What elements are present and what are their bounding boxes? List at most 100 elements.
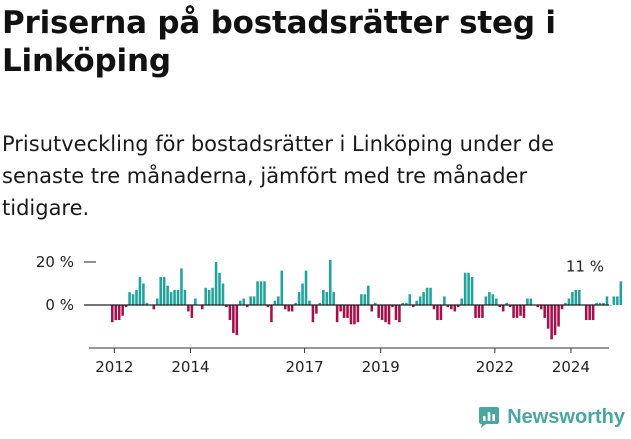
bar: [187, 305, 190, 312]
bar: [277, 296, 280, 305]
bar: [609, 305, 612, 306]
bar: [273, 300, 277, 305]
bar: [280, 270, 284, 305]
bar: [360, 294, 363, 305]
bar: [266, 305, 270, 308]
bar: [401, 302, 405, 305]
bar: [557, 305, 560, 327]
bar: [460, 298, 463, 305]
bar: [287, 305, 290, 312]
bar: [342, 305, 346, 318]
bar: [474, 305, 477, 318]
bar: [169, 292, 173, 305]
bar: [283, 305, 287, 310]
bar: [522, 305, 526, 318]
bar: [415, 300, 418, 305]
x-tick-label: 2017: [286, 358, 324, 375]
bar: [190, 305, 194, 318]
bar: [232, 305, 235, 333]
y-axis: 20 % 0 %: [36, 253, 96, 314]
bar: [207, 289, 211, 305]
bar: [456, 305, 460, 308]
bar: [221, 283, 225, 305]
bar: [432, 305, 436, 310]
bar: [495, 298, 498, 305]
bar: [543, 305, 546, 318]
bar: [346, 305, 349, 318]
bar: [488, 292, 491, 305]
bar: [595, 302, 598, 305]
x-tick-label: 2024: [552, 358, 590, 375]
bar: [138, 277, 142, 305]
bar: [588, 305, 591, 321]
bar: [335, 305, 339, 323]
x-tick-label: 2014: [171, 358, 209, 375]
bar: [470, 277, 474, 305]
bar: [612, 296, 616, 305]
bar: [446, 305, 450, 308]
bar: [176, 289, 180, 305]
bar: [384, 305, 387, 323]
bar: [142, 283, 145, 305]
bar: [605, 296, 609, 305]
bar: [408, 294, 412, 305]
bar: [228, 305, 232, 321]
bar: [515, 305, 519, 318]
bar: [508, 305, 512, 308]
bar: [367, 285, 370, 305]
bar: [356, 305, 360, 323]
bar: [373, 302, 377, 305]
bar: [239, 300, 242, 305]
bar: [512, 305, 515, 318]
bar: [318, 302, 322, 305]
bar: [235, 305, 239, 336]
chart-subtitle: Prisutveckling för bostadsrätter i Linkö…: [2, 132, 555, 220]
bar: [290, 305, 294, 312]
x-tick-label: 2019: [362, 358, 400, 375]
bar: [325, 292, 329, 305]
bar: [591, 305, 595, 321]
last-value-label: 11 %: [566, 257, 604, 275]
bar: [574, 289, 578, 305]
bar: [135, 289, 138, 305]
bar: [429, 287, 432, 305]
bar: [173, 289, 176, 305]
bar: [270, 305, 273, 323]
bar: [550, 305, 553, 340]
bar: [394, 305, 398, 321]
bar: [308, 300, 311, 305]
bar: [436, 305, 439, 321]
bar: [114, 305, 118, 321]
bar: [159, 277, 162, 305]
bar: [162, 277, 166, 305]
bar: [571, 292, 574, 305]
bar: [322, 289, 325, 305]
bar: [536, 305, 540, 308]
brand-name: Newsworthy: [507, 405, 625, 428]
bar: [128, 292, 131, 305]
bar: [450, 305, 453, 310]
bar: [425, 287, 429, 305]
bar: [481, 305, 484, 318]
newsworthy-brand: Newsworthy: [477, 405, 625, 429]
bar: [484, 296, 488, 305]
bar: [294, 302, 297, 305]
bar: [145, 302, 149, 305]
bar: [387, 305, 391, 325]
bar: [553, 305, 557, 336]
bar: [225, 305, 228, 308]
bar: [584, 305, 588, 321]
bar: [200, 305, 204, 310]
page-title: Priserna på bostadsrätter steg i Linköpi…: [2, 5, 556, 79]
bar: [183, 289, 187, 305]
bar: [616, 296, 619, 305]
bar: [328, 259, 332, 305]
chart-logo-icon: [477, 405, 501, 429]
bar: [380, 305, 384, 321]
bar: [539, 305, 543, 310]
bar: [180, 268, 183, 305]
bar: [353, 305, 356, 325]
bar: [332, 292, 335, 305]
bar: [155, 298, 159, 305]
bar-series: [111, 259, 623, 340]
